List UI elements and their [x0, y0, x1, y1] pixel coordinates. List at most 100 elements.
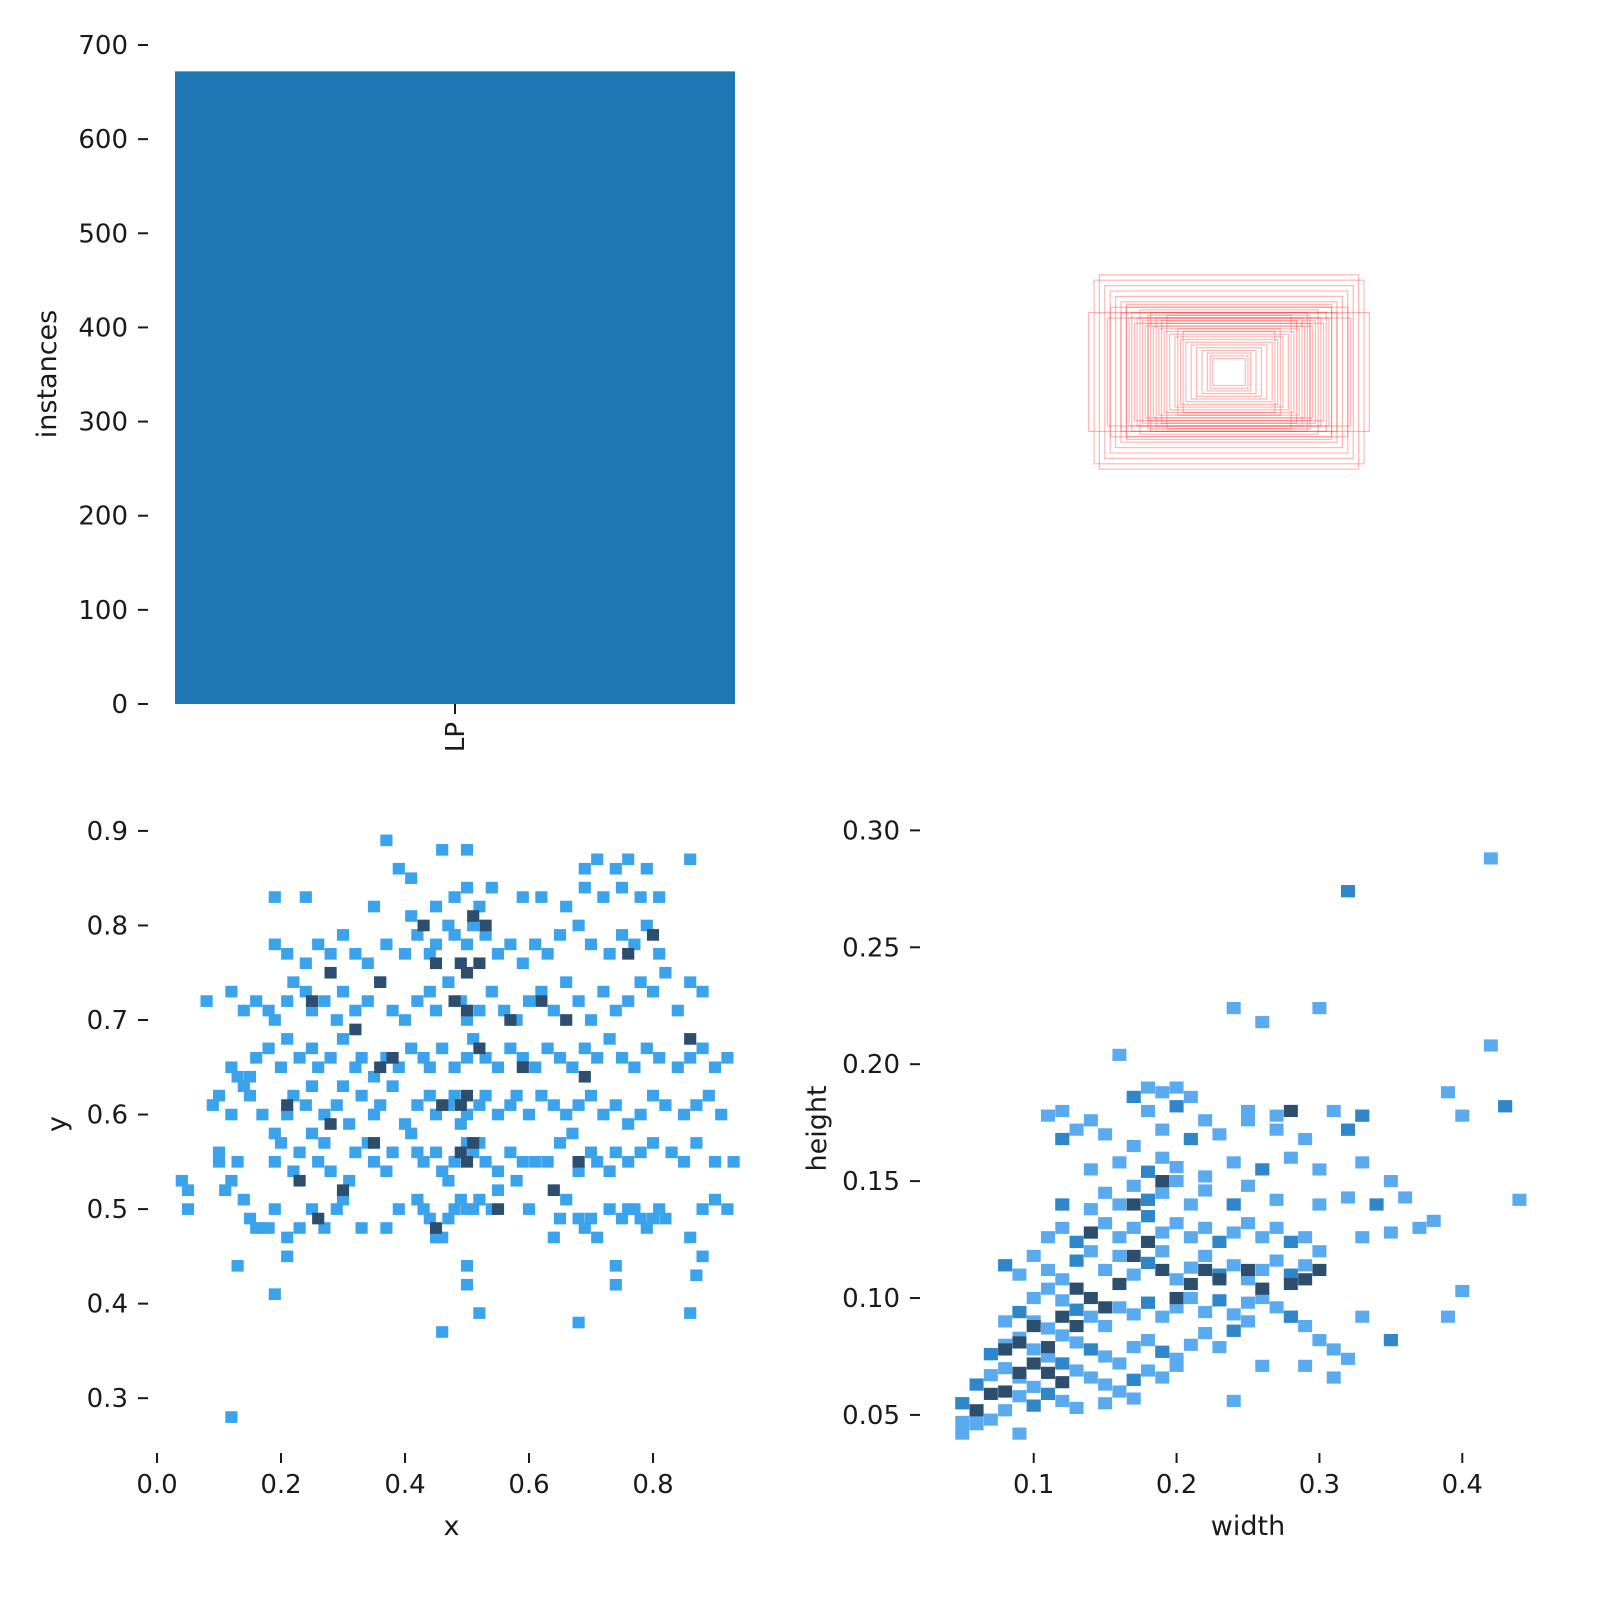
- y-axis-label: height: [802, 1085, 833, 1171]
- hist-bin-dense: [1155, 1263, 1170, 1277]
- box-overlay-panel: [1087, 274, 1370, 470]
- hist-bin: [392, 862, 405, 875]
- hist-bin-mid: [1069, 1235, 1084, 1248]
- hist-bin: [429, 1146, 443, 1159]
- x-tick-label: 0.6: [508, 1470, 549, 1500]
- hist-bin: [1155, 1186, 1170, 1199]
- hist-bin: [1226, 1394, 1241, 1407]
- label-box: [1152, 325, 1306, 419]
- hist-bin: [324, 948, 337, 960]
- hist-bin: [653, 891, 666, 903]
- hist-bin: [1026, 1380, 1041, 1393]
- hist-bin: [479, 1089, 492, 1102]
- hist-bin: [1212, 1341, 1227, 1354]
- hist-bin: [504, 938, 517, 951]
- hist-bin: [1183, 1090, 1198, 1104]
- hist-bin: [1112, 1198, 1127, 1211]
- hist-bin: [237, 1080, 250, 1092]
- hist-bin: [219, 1184, 232, 1196]
- hist-bin: [330, 1203, 343, 1215]
- hist-bin-dense: [1169, 1291, 1184, 1305]
- hist-bin: [299, 1099, 312, 1111]
- hist-bin: [305, 1042, 319, 1055]
- hist-bin: [671, 1004, 684, 1017]
- hist-bin: [491, 1165, 505, 1178]
- hist-bin: [727, 1156, 740, 1168]
- hist-bin-mid: [1126, 1373, 1141, 1386]
- hist-bin-mid: [1383, 1334, 1398, 1347]
- hist-bin: [1126, 1341, 1141, 1354]
- hist-bin: [684, 1231, 697, 1244]
- hist-bin: [1055, 1329, 1070, 1342]
- hist-bin: [640, 1042, 653, 1055]
- y-axis-label: instances: [32, 310, 63, 438]
- hist-bin: [1169, 1217, 1184, 1230]
- hist-bin-mid: [998, 1259, 1013, 1272]
- hist-bin: [584, 1014, 598, 1026]
- hist-bin: [485, 1203, 498, 1215]
- hist-bin: [1198, 1170, 1213, 1183]
- hist-bin-dense: [367, 1137, 381, 1149]
- hist-bin: [504, 1042, 517, 1055]
- hist-bin: [448, 929, 461, 941]
- hist-bin: [460, 1203, 474, 1215]
- hist-bin: [467, 919, 480, 932]
- hist-bin: [1155, 1086, 1170, 1099]
- hist-bin-dense: [460, 966, 474, 979]
- hist-bin: [715, 1108, 728, 1121]
- hist-bin: [522, 1203, 536, 1215]
- hist-bin: [653, 948, 666, 960]
- hist-bin: [696, 1042, 709, 1055]
- hist-bin: [491, 1108, 505, 1121]
- hist-bin: [1012, 1427, 1027, 1440]
- hist-bin: [609, 862, 622, 875]
- hist-bin-dense: [491, 1203, 505, 1215]
- y-tick-label: 100: [78, 596, 128, 626]
- hist-bin: [225, 1174, 238, 1187]
- y-tick-label: 0: [111, 690, 128, 720]
- hist-bin: [1069, 1336, 1084, 1349]
- hist-bin-dense: [429, 1222, 443, 1234]
- hist-bin-dense: [417, 919, 430, 932]
- hist-bin: [696, 1203, 709, 1215]
- hist-bin: [603, 1203, 616, 1215]
- hist-bin: [597, 1108, 610, 1121]
- hist-bin: [1355, 1310, 1370, 1323]
- hist-bin: [1041, 1322, 1055, 1335]
- hist-bin: [274, 1061, 288, 1074]
- hist-bin: [572, 1165, 585, 1178]
- hist-bin-dense: [1183, 1277, 1198, 1291]
- label-box: [1087, 312, 1370, 433]
- hist-bin: [1169, 1081, 1184, 1094]
- hist-bin: [498, 1004, 511, 1017]
- hist-bin: [330, 1099, 343, 1111]
- hist-bin-dense: [473, 957, 486, 970]
- hist-bin: [479, 1052, 492, 1064]
- hist-bin: [343, 1174, 356, 1187]
- hist-bin-dense: [1283, 1104, 1298, 1118]
- hist-bin-dense: [305, 995, 319, 1007]
- hist-bin: [1255, 1291, 1270, 1305]
- hist-bin: [250, 1052, 263, 1064]
- hist-bin: [535, 1089, 548, 1102]
- hist-bin-dense: [454, 1099, 467, 1111]
- hist-bin: [460, 1137, 474, 1149]
- hist-bin: [690, 1269, 703, 1282]
- hist-bin-dense: [983, 1387, 998, 1400]
- hist-bin-dense: [998, 1385, 1013, 1398]
- hist-bin: [1055, 1394, 1070, 1407]
- hist-bin-dense: [1126, 1249, 1141, 1263]
- hist-bin: [584, 1212, 598, 1225]
- hist-bin: [454, 995, 467, 1007]
- hist-bin: [1098, 1217, 1113, 1230]
- hist-bin: [1098, 1397, 1113, 1410]
- hist-bin: [1055, 1294, 1070, 1307]
- hist-bin-dense: [1012, 1336, 1027, 1349]
- label-box: [1174, 336, 1284, 408]
- hist-bin: [659, 1099, 672, 1111]
- hist-bin: [628, 1203, 641, 1215]
- hist-bin: [671, 1061, 684, 1074]
- hist-bin: [1012, 1268, 1027, 1281]
- label-box: [1201, 349, 1257, 395]
- hist-bin-dense: [1155, 1175, 1170, 1188]
